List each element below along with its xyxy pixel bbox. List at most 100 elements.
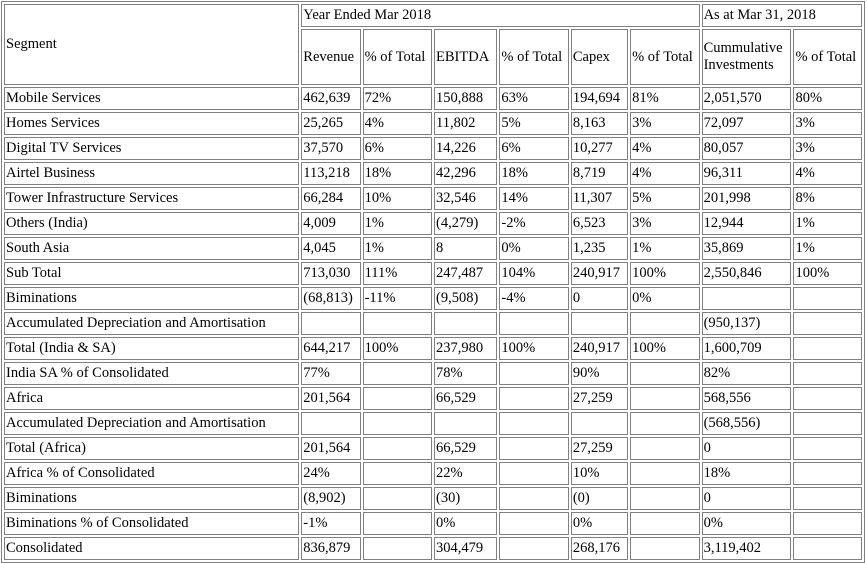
cumulative-investments-header: Cummulative Investments xyxy=(701,29,792,85)
investments-cell: 201,998 xyxy=(701,187,792,210)
capex-pct-cell xyxy=(630,312,700,335)
capex-pct-cell xyxy=(630,362,700,385)
revenue-pct-cell: 1% xyxy=(362,237,433,260)
investments-pct-cell xyxy=(793,362,862,385)
investments-cell: 1,600,709 xyxy=(701,337,792,360)
revenue-pct-cell: -11% xyxy=(362,287,433,310)
ebitda-cell: 237,980 xyxy=(434,337,498,360)
ebitda-cell: 8 xyxy=(434,237,498,260)
ebitda-pct-cell xyxy=(499,462,569,485)
segment-cell: Biminations xyxy=(4,487,300,510)
ebitda-pct-cell xyxy=(499,512,569,535)
table-row: Consolidated 836,879 304,479 268,176 3,119,4… xyxy=(4,537,862,560)
revenue-cell: 24% xyxy=(301,462,361,485)
investments-label: Investments xyxy=(703,57,774,73)
ebitda-cell: (9,508) xyxy=(434,287,498,310)
capex-cell: 1,235 xyxy=(570,237,629,260)
investments-cell: 18% xyxy=(701,462,792,485)
segment-cell: Consolidated xyxy=(4,537,300,560)
revenue-pct-cell: 72% xyxy=(362,87,433,110)
ebitda-cell: 66,529 xyxy=(434,387,498,410)
ebitda-cell: 14,226 xyxy=(434,137,498,160)
table-row: Africa % of Consolidated 24% 22% 10% 18% xyxy=(4,462,862,485)
revenue-cell: 836,879 xyxy=(301,537,361,560)
investments-cell: (950,137) xyxy=(701,312,792,335)
ebitda-pct-cell: 100% xyxy=(499,337,569,360)
capex-pct-header: % of Total xyxy=(630,29,700,85)
revenue-pct-cell xyxy=(362,312,433,335)
capex-cell xyxy=(570,312,629,335)
ebitda-pct-cell: 6% xyxy=(499,137,569,160)
table-row: Mobile Services 462,639 72% 150,888 63% 194,6… xyxy=(4,87,862,110)
ebitda-cell xyxy=(434,412,498,435)
ebitda-pct-cell: 0% xyxy=(499,237,569,260)
capex-pct-cell: 81% xyxy=(630,87,700,110)
capex-cell: 27,259 xyxy=(570,387,629,410)
capex-pct-cell xyxy=(630,487,700,510)
investments-pct-cell xyxy=(793,437,862,460)
investments-cell: 72,097 xyxy=(701,112,792,135)
segment-cell: India SA % of Consolidated xyxy=(4,362,300,385)
investments-pct-cell xyxy=(793,312,862,335)
ebitda-cell: (4,279) xyxy=(434,212,498,235)
table-row: Biminations (8,902) (30) (0) 0 xyxy=(4,487,862,510)
ebitda-cell: 42,296 xyxy=(434,162,498,185)
capex-pct-cell: 4% xyxy=(630,162,700,185)
investments-pct-cell xyxy=(793,462,862,485)
segment-cell: Total (India & SA) xyxy=(4,337,300,360)
segment-cell: Total (Africa) xyxy=(4,437,300,460)
revenue-pct-cell xyxy=(362,437,433,460)
revenue-pct-cell: 18% xyxy=(362,162,433,185)
investments-cell: 0% xyxy=(701,512,792,535)
capex-pct-cell xyxy=(630,387,700,410)
table-row: Accumulated Depreciation and Amortisatio… xyxy=(4,312,862,335)
investments-cell: 35,869 xyxy=(701,237,792,260)
investments-cell: 0 xyxy=(701,437,792,460)
investments-cell: (568,556) xyxy=(701,412,792,435)
capex-pct-cell: 3% xyxy=(630,212,700,235)
investments-cell: 96,311 xyxy=(701,162,792,185)
investments-pct-header: % of Total xyxy=(793,29,862,85)
ebitda-pct-cell xyxy=(499,437,569,460)
revenue-pct-header: % of Total xyxy=(362,29,433,85)
capex-cell: 27,259 xyxy=(570,437,629,460)
revenue-cell: (8,902) xyxy=(301,487,361,510)
table-row: Biminations % of Consolidated -1% 0% 0% 0% xyxy=(4,512,862,535)
capex-cell: 6,523 xyxy=(570,212,629,235)
revenue-cell: 4,045 xyxy=(301,237,361,260)
revenue-cell: 66,284 xyxy=(301,187,361,210)
ebitda-pct-cell: 14% xyxy=(499,187,569,210)
ebitda-cell: 0% xyxy=(434,512,498,535)
capex-cell: (0) xyxy=(570,487,629,510)
table-row: Total (Africa) 201,564 66,529 27,259 0 xyxy=(4,437,862,460)
table-row: Africa 201,564 66,529 27,259 568,556 xyxy=(4,387,862,410)
capex-pct-cell xyxy=(630,437,700,460)
investments-cell: 82% xyxy=(701,362,792,385)
ebitda-cell: 78% xyxy=(434,362,498,385)
segment-cell: Tower Infrastructure Services xyxy=(4,187,300,210)
capex-cell: 8,719 xyxy=(570,162,629,185)
investments-cell: 12,944 xyxy=(701,212,792,235)
segment-cell: Airtel Business xyxy=(4,162,300,185)
header-row-1: Segment Year Ended Mar 2018 As at Mar 31… xyxy=(4,4,862,85)
ebitda-pct-cell: 63% xyxy=(499,87,569,110)
revenue-cell: 113,218 xyxy=(301,162,361,185)
revenue-cell: -1% xyxy=(301,512,361,535)
segment-cell: Biminations % of Consolidated xyxy=(4,512,300,535)
table-row: Sub Total 713,030 111% 247,487 104% 240,917 10… xyxy=(4,262,862,285)
ebitda-pct-cell xyxy=(499,312,569,335)
revenue-cell xyxy=(301,412,361,435)
investments-cell: 2,051,570 xyxy=(701,87,792,110)
table-row: Accumulated Depreciation and Amortisatio… xyxy=(4,412,862,435)
capex-pct-cell: 0% xyxy=(630,287,700,310)
cumulative-label: Cummulative xyxy=(703,40,783,56)
ebitda-pct-header: % of Total xyxy=(499,29,569,85)
revenue-pct-cell xyxy=(362,412,433,435)
segment-cell: South Asia xyxy=(4,237,300,260)
table-row: Total (India & SA) 644,217 100% 237,980 100%… xyxy=(4,337,862,360)
capex-cell: 194,694 xyxy=(570,87,629,110)
investments-pct-cell: 1% xyxy=(793,212,862,235)
ebitda-pct-cell: 104% xyxy=(499,262,569,285)
ebitda-cell: (30) xyxy=(434,487,498,510)
